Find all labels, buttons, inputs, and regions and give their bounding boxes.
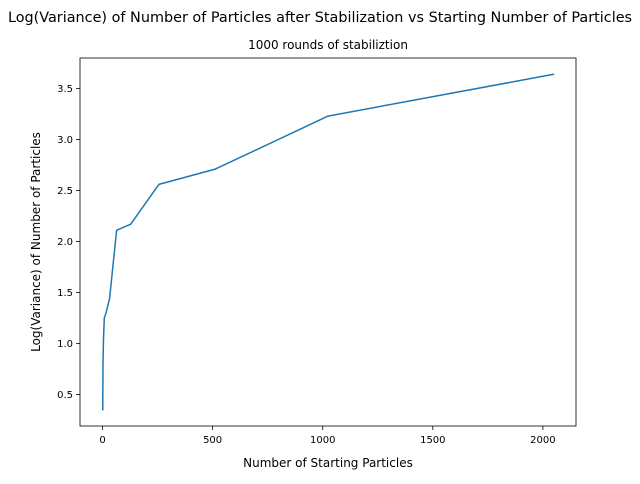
x-tick-label: 2000 <box>530 435 555 446</box>
plot-area <box>101 73 555 411</box>
y-tick-label: 3.5 <box>57 84 73 95</box>
chart-subtitle: 1000 rounds of stabiliztion <box>248 38 408 52</box>
x-axis-label: Number of Starting Particles <box>243 456 413 470</box>
y-tick-label: 1.0 <box>57 339 73 350</box>
x-tick-label: 500 <box>203 435 222 446</box>
x-tick-label: 0 <box>99 435 105 446</box>
y-tick-label: 3.0 <box>57 135 73 146</box>
x-tick-label: 1000 <box>310 435 335 446</box>
series-line-0 <box>101 73 555 411</box>
y-axis-label: Log(Variance) of Number of Particles <box>29 132 43 352</box>
axes-frame <box>79 57 577 427</box>
axes: 0 500 1000 1500 2000 0.5 1.0 1.5 2.0 2.5 3.0 3.5 <box>57 57 577 446</box>
x-tick-label: 1500 <box>420 435 445 446</box>
chart-title: Log(Variance) of Number of Particles aft… <box>8 10 632 26</box>
y-tick-label: 2.5 <box>57 186 73 197</box>
y-tick-label: 2.0 <box>57 237 73 248</box>
y-tick-label: 1.5 <box>57 288 73 299</box>
y-tick-label: 0.5 <box>57 390 73 401</box>
